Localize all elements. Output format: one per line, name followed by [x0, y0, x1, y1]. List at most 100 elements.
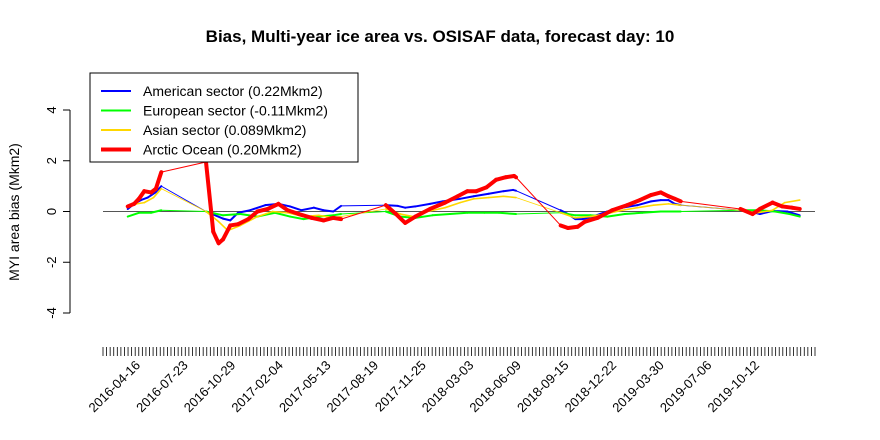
series-segment-1 — [340, 204, 387, 207]
series-segment-2 — [641, 210, 662, 214]
legend-label: Asian sector (0.089Mkm2) — [143, 122, 306, 138]
series-segment-4 — [443, 194, 460, 205]
series-segment-3 — [256, 210, 274, 218]
series-segment-3 — [271, 210, 289, 214]
series-segment-2 — [289, 215, 305, 221]
series-segment-4 — [220, 223, 233, 242]
series-segment-4 — [582, 215, 600, 224]
y-tick-label: 0 — [44, 208, 59, 215]
series-segment-3 — [487, 195, 505, 199]
series-segment-1 — [650, 199, 662, 203]
series-segment-2 — [273, 211, 292, 218]
y-tick-label: 2 — [44, 157, 59, 164]
y-tick-label: 4 — [44, 106, 59, 113]
series-segment-2 — [623, 211, 644, 216]
series-segment-4 — [680, 200, 741, 210]
series-segment-1 — [414, 202, 431, 208]
legend-box — [89, 72, 359, 163]
series-segment-3 — [340, 208, 387, 217]
series-segment-3 — [756, 209, 774, 214]
series-segment-1 — [786, 210, 801, 217]
series-segment-4 — [738, 206, 755, 217]
legend-label: Arctic Ocean (0.20Mkm2) — [143, 142, 302, 158]
series-segment-3 — [652, 203, 670, 206]
series-segment-2 — [606, 213, 626, 218]
series-segment-4 — [413, 206, 432, 219]
series-segment-3 — [239, 215, 259, 227]
series-segment-1 — [636, 200, 653, 207]
series-segment-2 — [126, 211, 140, 218]
series-segment-3 — [160, 188, 207, 212]
series-segment-1 — [515, 190, 562, 211]
series-segment-4 — [484, 177, 499, 190]
x-tick-label: 2019-10-12 — [704, 358, 762, 416]
series-segment-4 — [393, 212, 408, 225]
series-segment-1 — [237, 209, 252, 214]
series-segment-2 — [448, 211, 469, 216]
series-segment-4 — [789, 205, 802, 211]
series-segment-3 — [636, 204, 655, 209]
series-segment-2 — [150, 209, 163, 214]
series-segment-4 — [383, 203, 398, 217]
series-segment-1 — [154, 185, 163, 194]
series-segment-4 — [757, 200, 775, 211]
series-segment-4 — [515, 176, 562, 226]
series-segment-3 — [143, 196, 155, 204]
series-segment-2 — [160, 209, 207, 212]
series-segment-3 — [621, 206, 639, 212]
series-segment-2 — [204, 210, 224, 217]
series-segment-3 — [399, 213, 414, 218]
series-segment-2 — [221, 213, 242, 217]
series-segment-4 — [595, 208, 615, 220]
series-segment-3 — [680, 204, 741, 211]
series-segment-4 — [610, 203, 630, 213]
series-segment-4 — [211, 229, 221, 246]
series-segment-1 — [502, 188, 515, 193]
series-segment-1 — [667, 199, 676, 205]
series-segment-1 — [139, 196, 149, 202]
series-segment-3 — [502, 195, 517, 199]
y-tick-label: -2 — [44, 256, 59, 268]
series-segment-4 — [203, 160, 216, 234]
chart-title: Bias, Multi-year ice area vs. OSISAF dat… — [205, 27, 675, 46]
series-segment-1 — [404, 205, 417, 209]
series-segment-4 — [309, 215, 326, 223]
series-segment-1 — [322, 209, 335, 213]
series-segment-1 — [312, 206, 325, 212]
series-segment-3 — [559, 211, 577, 219]
series-segment-3 — [472, 196, 490, 200]
series-segment-3 — [152, 187, 163, 199]
series-segment-2 — [414, 214, 434, 219]
series-segment-1 — [332, 204, 343, 213]
series-segment-2 — [773, 210, 791, 216]
series-segment-1 — [289, 205, 303, 212]
series-segment-1 — [472, 192, 490, 198]
series-segment-2 — [680, 209, 741, 212]
series-segment-1 — [459, 195, 475, 200]
series-segment-3 — [515, 197, 562, 214]
series-segment-4 — [672, 196, 683, 204]
series-segment-3 — [667, 203, 682, 206]
series-segment-4 — [340, 204, 387, 220]
series-segment-2 — [788, 213, 801, 218]
series-segment-1 — [221, 217, 232, 222]
series-segment-1 — [249, 204, 267, 212]
series-segment-1 — [428, 200, 444, 205]
series-segment-2 — [332, 213, 343, 217]
series-segment-3 — [135, 201, 146, 205]
series-segment-2 — [431, 213, 451, 217]
series-segment-3 — [459, 198, 475, 204]
series-segment-4 — [160, 161, 207, 173]
x-tick-label: 2017-08-19 — [324, 358, 382, 416]
series-segment-3 — [783, 199, 801, 204]
series-segment-4 — [296, 212, 314, 220]
series-segment-1 — [300, 206, 315, 212]
legend-label: American sector (0.22Mkm2) — [143, 83, 323, 99]
series-segment-4 — [403, 214, 418, 225]
series-segment-2 — [497, 211, 517, 216]
series-segment-1 — [512, 188, 517, 192]
series-segment-4 — [427, 200, 448, 211]
legend-label: European sector (-0.11Mkm2) — [143, 103, 328, 119]
series-segment-4 — [153, 170, 164, 191]
